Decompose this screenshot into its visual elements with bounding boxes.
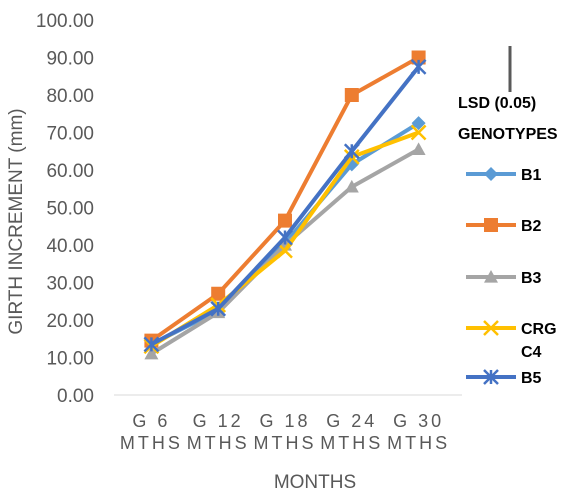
legend-heading: GENOTYPES — [458, 126, 558, 143]
y-tick-label: 60.00 — [46, 161, 94, 182]
y-axis-title: GIRTH INCREMENT (mm) — [6, 108, 27, 334]
data-point — [343, 143, 360, 160]
data-point — [411, 50, 426, 65]
data-point — [210, 300, 227, 317]
legend-label: CRG C4 — [521, 321, 557, 361]
legend-label: B5 — [521, 370, 542, 387]
data-point — [143, 336, 160, 353]
x-tick-label-line: G 30 — [393, 411, 444, 431]
y-tick-label: 90.00 — [46, 49, 94, 70]
series-b2 — [144, 50, 426, 348]
x-tick-label: G 24 MTHS — [320, 411, 383, 453]
legend-item-crg-c4: CRG C4 — [466, 320, 557, 361]
legend-swatch-marker — [484, 270, 498, 283]
legend-item-b2: B2 — [466, 218, 542, 235]
data-point — [344, 88, 359, 102]
data-point — [410, 58, 427, 75]
annotations: LSD (0.05) GENOTYPES — [458, 46, 558, 143]
x-tick-label-line: G 12 — [193, 411, 244, 431]
x-tick-label: G 12 MTHS — [187, 411, 250, 453]
y-tick-label: 40.00 — [46, 236, 94, 257]
series-line — [150, 65, 421, 347]
data-point — [410, 124, 427, 141]
legend-label: B1 — [521, 167, 542, 184]
legend-swatch-marker — [484, 167, 498, 181]
y-tick-label: 100.00 — [36, 11, 94, 32]
data-point — [277, 242, 293, 259]
legend-label-line: C4 — [521, 344, 542, 361]
data-point — [277, 229, 293, 246]
legend-label: B2 — [521, 218, 542, 235]
data-point — [211, 286, 226, 301]
marker-stroke — [277, 242, 293, 259]
legend: B1 B2 B3 CRG C4 B5 — [466, 167, 557, 387]
legend-swatch-marker — [484, 218, 498, 232]
data-point — [144, 346, 159, 360]
x-tick-label-line: G 24 — [326, 411, 377, 431]
y-tick-label: 70.00 — [46, 124, 94, 145]
y-tick-label: 50.00 — [46, 199, 94, 220]
legend-swatch-marker — [483, 320, 499, 336]
x-tick-label-line: MTHS — [120, 433, 183, 453]
x-tick-label-line: MTHS — [254, 433, 317, 453]
legend-item-b3: B3 — [466, 270, 542, 287]
marker-stroke — [410, 124, 427, 141]
x-axis-title: MONTHS — [274, 472, 356, 493]
legend-label: B3 — [521, 270, 542, 287]
x-tick-label: G 30 MTHS — [387, 411, 450, 453]
x-tick-label-line: MTHS — [187, 433, 250, 453]
x-tick-label-line: G 6 — [132, 411, 170, 431]
legend-label-line: CRG — [521, 321, 557, 338]
y-tick-label: 80.00 — [46, 86, 94, 107]
y-tick-label: 0.00 — [57, 386, 94, 407]
series-layer — [143, 50, 427, 360]
lsd-label: LSD (0.05) — [458, 95, 536, 112]
y-tick-label: 30.00 — [46, 274, 94, 295]
x-tick-label-line: MTHS — [387, 433, 450, 453]
data-point — [278, 213, 292, 228]
y-tick-label: 20.00 — [46, 311, 94, 332]
x-tick-label-line: MTHS — [320, 433, 383, 453]
y-tick-label: 10.00 — [46, 349, 94, 370]
data-point — [411, 142, 426, 155]
legend-swatch-marker — [483, 369, 499, 385]
series-b5 — [143, 58, 427, 353]
legend-item-b1: B1 — [466, 167, 542, 184]
x-tick-label: G 6 MTHS — [120, 411, 183, 453]
axes-layer: 0.00 10.00 20.00 30.00 40.00 50.00 60.00 70.00 8… — [6, 11, 462, 493]
x-tick-label-line: G 18 — [259, 411, 310, 431]
data-point — [411, 116, 426, 131]
marker-stroke — [483, 320, 499, 336]
legend-item-b5: B5 — [466, 369, 542, 387]
series-line — [150, 55, 420, 343]
x-tick-label: G 18 MTHS — [254, 411, 317, 453]
data-point — [344, 179, 359, 193]
